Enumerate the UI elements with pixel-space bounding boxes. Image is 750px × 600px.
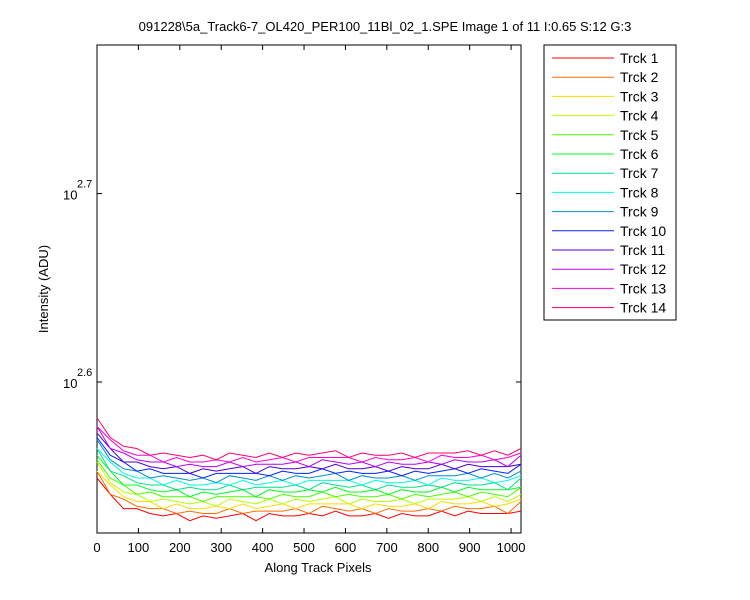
legend-label: Trck 12 bbox=[620, 261, 666, 277]
y-axis-label: Intensity (ADU) bbox=[36, 245, 51, 333]
x-tick-label: 700 bbox=[376, 540, 398, 555]
legend-label: Trck 13 bbox=[620, 280, 666, 296]
legend-label: Trck 14 bbox=[620, 300, 666, 316]
series-line bbox=[96, 426, 522, 468]
series-line bbox=[96, 459, 522, 503]
series-line bbox=[96, 448, 522, 486]
x-axis-label: Along Track Pixels bbox=[265, 560, 372, 575]
y-tick-exponent: 2.6 bbox=[77, 367, 92, 379]
legend-label: Trck 11 bbox=[620, 242, 665, 258]
series-line bbox=[96, 470, 522, 510]
y-tick-exponent: 2.7 bbox=[77, 179, 92, 191]
legend-label: Trck 5 bbox=[620, 127, 659, 143]
legend-label: Trck 3 bbox=[620, 88, 659, 104]
x-tick-label: 500 bbox=[293, 540, 315, 555]
x-tick-label: 100 bbox=[128, 540, 150, 555]
legend-label: Trck 2 bbox=[620, 69, 659, 85]
series-line bbox=[96, 461, 522, 507]
legend-label: Trck 8 bbox=[620, 184, 659, 200]
series-line bbox=[96, 417, 522, 461]
legend-label: Trck 6 bbox=[620, 146, 659, 162]
series-line bbox=[96, 439, 522, 484]
x-tick-label: 300 bbox=[210, 540, 232, 555]
x-tick-label: 900 bbox=[459, 540, 481, 555]
y-tick-label: 10 bbox=[63, 188, 77, 203]
x-tick-label: 200 bbox=[169, 540, 191, 555]
series-line bbox=[96, 448, 522, 491]
x-tick-label: 1000 bbox=[497, 540, 526, 555]
x-tick-label: 600 bbox=[335, 540, 357, 555]
legend-label: Trck 1 bbox=[620, 50, 659, 66]
series-line bbox=[96, 470, 522, 515]
chart-title: 091228\5a_Track6-7_OL420_PER100_11Bl_02_… bbox=[139, 19, 632, 34]
legend-label: Trck 10 bbox=[620, 223, 666, 239]
x-tick-label: 800 bbox=[417, 540, 439, 555]
x-tick-label: 400 bbox=[252, 540, 274, 555]
legend-label: Trck 7 bbox=[620, 165, 659, 181]
series-line bbox=[96, 426, 522, 463]
plot-area bbox=[96, 44, 522, 534]
x-tick-label: 0 bbox=[93, 540, 100, 555]
series-line bbox=[96, 437, 522, 479]
legend-label: Trck 9 bbox=[620, 204, 659, 220]
legend-label: Trck 4 bbox=[620, 108, 659, 124]
legend bbox=[543, 44, 677, 321]
y-tick-label: 10 bbox=[63, 376, 77, 391]
